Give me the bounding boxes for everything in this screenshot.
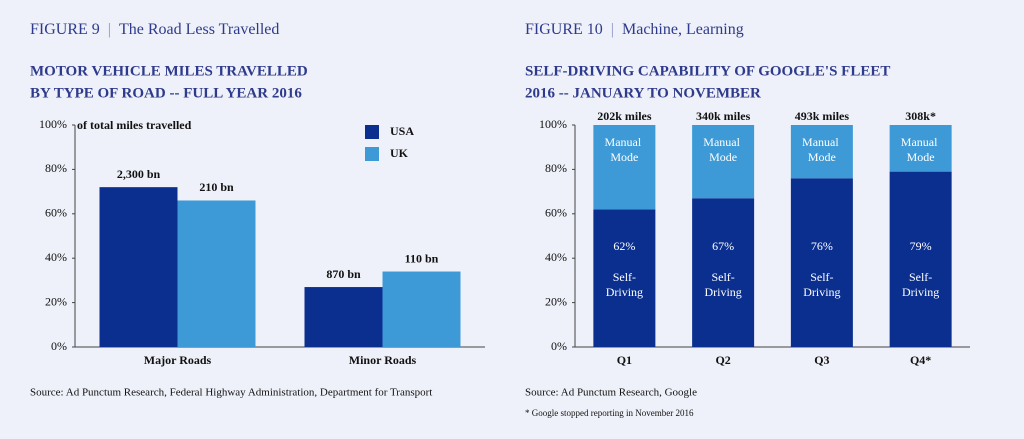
series-name: Manual Mode <box>703 135 743 164</box>
series-name: Self-Driving <box>902 270 939 299</box>
total-label: 202k miles <box>597 109 652 123</box>
y-tick-label: 60% <box>45 206 67 220</box>
x-tick-label: Minor Roads <box>349 353 417 367</box>
y-tick-label: 60% <box>545 206 567 220</box>
source: Source: Ad Punctum Research, Google <box>525 387 697 399</box>
total-label: 493k miles <box>795 109 850 123</box>
y-tick-label: 40% <box>45 250 67 264</box>
x-tick-label: Q1 <box>617 353 632 367</box>
total-label: 308k* <box>905 109 936 123</box>
bar-segment <box>692 198 755 347</box>
bar <box>382 271 461 347</box>
bar <box>304 287 383 347</box>
legend-label: USA <box>390 124 414 138</box>
figure-title: Machine, Learning <box>622 21 744 38</box>
series-name: Self-Driving <box>606 270 643 299</box>
footnote: * Google stopped reporting in November 2… <box>525 408 694 418</box>
figure-title: The Road Less Travelled <box>119 21 279 38</box>
source: Source: Ad Punctum Research, Federal Hig… <box>30 387 432 399</box>
y-tick-label: 80% <box>45 161 67 175</box>
bar-segment <box>889 171 952 347</box>
chart-title: MOTOR VEHICLE MILES TRAVELLED <box>30 63 308 79</box>
y-tick-label: 40% <box>545 250 567 264</box>
y-tick-label: 80% <box>545 161 567 175</box>
x-tick-label: Q2 <box>715 353 730 367</box>
bar-segment <box>790 178 853 347</box>
y-tick-label: 20% <box>545 294 567 308</box>
y-tick-label: 20% <box>45 294 67 308</box>
figure-number: FIGURE 10 <box>525 21 603 38</box>
legend-swatch <box>365 125 379 139</box>
y-tick-label: 100% <box>39 117 67 131</box>
bar-annotation: 2,300 bn <box>117 167 161 181</box>
value-label: 79% <box>910 239 932 253</box>
series-name: Manual Mode <box>901 135 941 164</box>
legend-swatch <box>365 147 379 161</box>
y-axis-label: of total miles travelled <box>77 118 192 132</box>
total-label: 340k miles <box>696 109 751 123</box>
bar-segment <box>889 125 952 172</box>
value-label: 76% <box>811 239 833 253</box>
figure-number: FIGURE 9 <box>30 21 100 38</box>
chart-subtitle: 2016 -- JANUARY TO NOVEMBER <box>525 85 761 101</box>
series-name: Manual Mode <box>802 135 842 164</box>
bar-segment <box>692 125 755 199</box>
bar-annotation: 110 bn <box>405 251 439 265</box>
series-name: Manual Mode <box>605 135 645 164</box>
bar-segment <box>593 209 656 347</box>
x-tick-label: Q3 <box>814 353 829 367</box>
y-tick-label: 100% <box>539 117 567 131</box>
legend-label: UK <box>390 146 409 160</box>
bar <box>177 200 256 347</box>
value-label: 67% <box>712 239 734 253</box>
chart-title: SELF-DRIVING CAPABILITY OF GOOGLE'S FLEE… <box>525 63 890 79</box>
value-label: 62% <box>613 239 635 253</box>
figure-heading: FIGURE 9 | The Road Less Travelled <box>30 21 279 38</box>
series-name: Self-Driving <box>803 270 840 299</box>
y-tick-label: 0% <box>51 339 67 353</box>
bar-segment <box>593 125 656 210</box>
chart-subtitle: BY TYPE OF ROAD -- FULL YEAR 2016 <box>30 85 302 101</box>
bar-annotation: 870 bn <box>326 267 361 281</box>
y-tick-label: 0% <box>551 339 567 353</box>
bar-segment <box>790 125 853 179</box>
x-tick-label: Q4* <box>910 353 931 367</box>
bar <box>99 187 178 347</box>
series-name: Self-Driving <box>704 270 741 299</box>
x-tick-label: Major Roads <box>144 353 212 367</box>
bar-annotation: 210 bn <box>199 180 234 194</box>
figure-heading: FIGURE 10 | Machine, Learning <box>525 21 744 38</box>
